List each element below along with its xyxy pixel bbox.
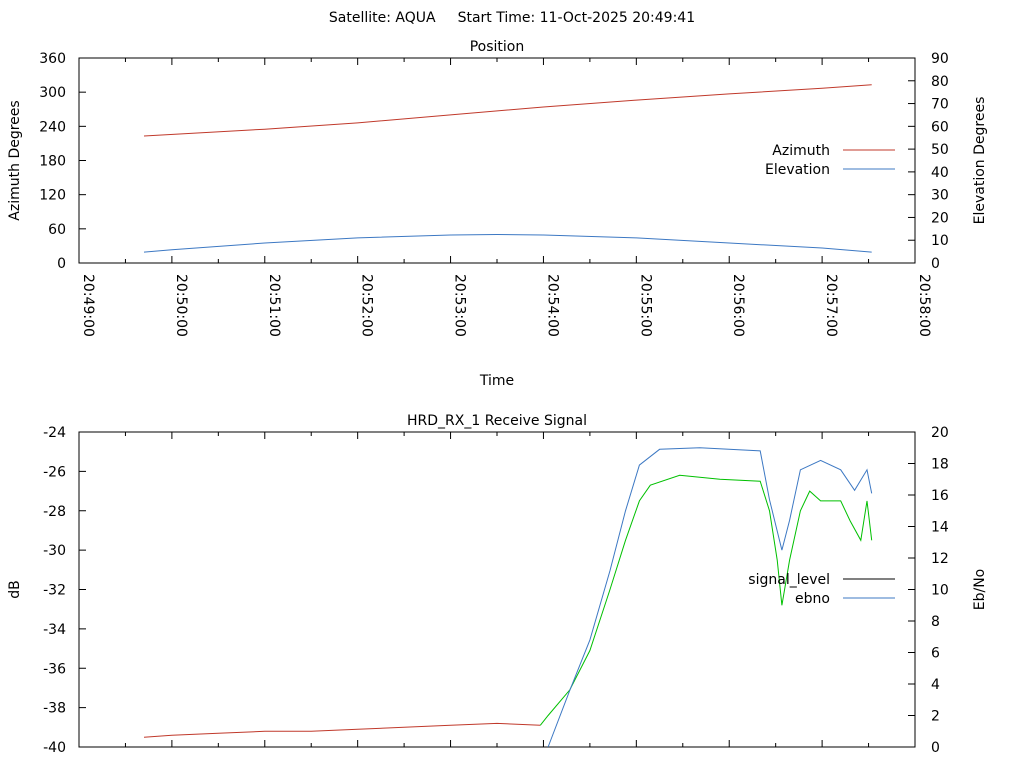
x-tick-label: 20:56:00 [730, 274, 746, 337]
x-tick-label: 20:58:00 [916, 274, 932, 337]
legend-label-ebno: ebno [795, 591, 830, 607]
y2-tick-label: 18 [931, 457, 949, 473]
y2-tick-label: 12 [931, 551, 949, 567]
y2-tick-label: 90 [931, 51, 949, 67]
series-line-Elevation [143, 233, 872, 253]
legend-label-Elevation: Elevation [765, 162, 830, 178]
y-tick-label: 300 [39, 85, 66, 101]
y-tick-label: -28 [43, 504, 66, 520]
y2-tick-label: 50 [931, 142, 949, 158]
header-satellite-time: Satellite: AQUA Start Time: 11-Oct-2025 2… [329, 10, 695, 26]
receive-signal-plot: HRD_RX_1 Receive Signal -40 -38 -36 -34 -32 -3… [7, 413, 988, 756]
y-axis-label: dB [7, 580, 23, 599]
y-tick-label: -40 [43, 740, 66, 756]
y-tick-label: 180 [39, 154, 66, 170]
y2-axis-label: Eb/No [972, 569, 988, 611]
y-tick-label: -24 [43, 425, 66, 441]
y2-tick-label: 60 [931, 119, 949, 135]
plot-frame [78, 57, 916, 264]
y2-tick-label: 8 [931, 614, 940, 630]
y2-tick-label: 6 [931, 646, 940, 662]
plot-frame [78, 431, 916, 748]
legend-label-Azimuth: Azimuth [772, 143, 830, 159]
y-tick-label: 0 [57, 256, 66, 272]
y2-tick-label: 0 [931, 256, 940, 272]
x-tick-label: 20:57:00 [823, 274, 839, 337]
y2-tick-label: 2 [931, 709, 940, 725]
y-tick-label: -38 [43, 701, 66, 717]
y2-tick-label: 10 [931, 233, 949, 249]
x-tick-label: 20:50:00 [173, 274, 189, 337]
x-tick-label: 20:52:00 [359, 274, 375, 337]
y2-tick-label: 70 [931, 97, 949, 113]
y-tick-label: -36 [43, 661, 66, 677]
legend-label-signal-level: signal_level [748, 572, 830, 588]
plot-title: Position [470, 39, 525, 55]
x-tick-label: 20:51:00 [266, 274, 282, 337]
x-tick-label: 20:55:00 [637, 274, 653, 337]
series-line-signal-level-after [539, 474, 873, 726]
y2-tick-label: 10 [931, 583, 949, 599]
x-axis-label: Time [479, 373, 514, 389]
y-tick-label: -32 [43, 583, 66, 599]
y2-tick-label: 0 [931, 740, 940, 756]
y2-tick-label: 80 [931, 74, 949, 90]
series-line-signal-level-before [143, 722, 541, 738]
y-tick-label: 60 [48, 222, 66, 238]
start-time-label: Start Time: 11-Oct-2025 20:49:41 [458, 10, 696, 26]
y-tick-label: 240 [39, 119, 66, 135]
y2-tick-label: 30 [931, 188, 949, 204]
y2-tick-label: 20 [931, 425, 949, 441]
y-tick-label: -30 [43, 543, 66, 559]
y2-axis-label: Elevation Degrees [972, 97, 988, 225]
plot-title: HRD_RX_1 Receive Signal [407, 413, 587, 429]
position-plot: Position 0 60 120 180 240 300 360 0 10 20 30 40 50 60 7… [7, 39, 988, 389]
y-tick-label: -26 [43, 464, 66, 480]
series-line-Azimuth [143, 84, 872, 137]
y-tick-label: 360 [39, 51, 66, 67]
y2-tick-label: 14 [931, 520, 949, 536]
x-tick-label: 20:53:00 [452, 274, 468, 337]
y-axis-label: Azimuth Degrees [7, 100, 23, 220]
x-tick-label: 20:54:00 [544, 274, 560, 337]
x-tick-label: 20:49:00 [80, 274, 96, 337]
y-tick-label: 120 [39, 188, 66, 204]
series-line-ebno [547, 447, 873, 748]
y2-tick-label: 20 [931, 210, 949, 226]
y2-tick-label: 4 [931, 677, 940, 693]
y-tick-label: -34 [43, 622, 66, 638]
y2-tick-label: 40 [931, 165, 949, 181]
satellite-label: Satellite: AQUA [329, 10, 436, 26]
y2-tick-label: 16 [931, 488, 949, 504]
